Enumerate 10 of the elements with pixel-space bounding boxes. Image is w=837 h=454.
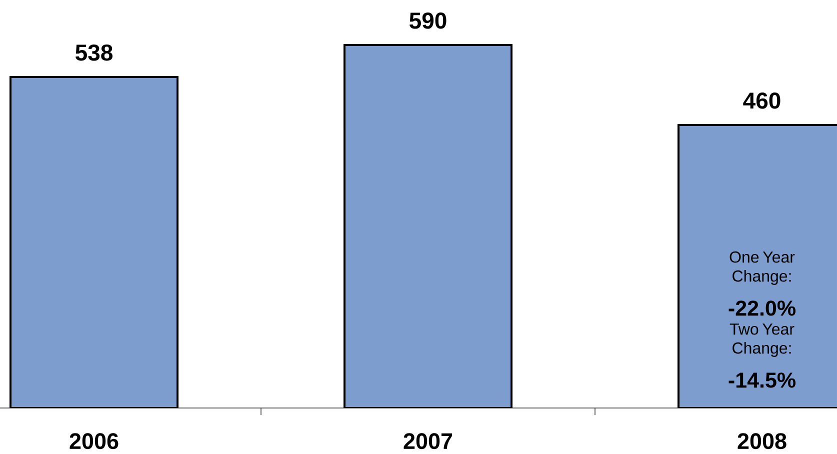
data-label: 460: [743, 92, 780, 109]
data-label: 538: [76, 44, 112, 61]
x-tick-label: 2006: [70, 433, 118, 450]
x-tick-label: 2007: [404, 433, 452, 450]
annotation: One Year Change:: [730, 251, 795, 285]
annotation: -14.5%: [728, 372, 796, 388]
x-tick-label: 2008: [738, 433, 786, 450]
data-label: 590: [410, 12, 446, 29]
annotation: Two Year Change:: [730, 324, 794, 357]
annotation: -22.0%: [728, 300, 796, 316]
